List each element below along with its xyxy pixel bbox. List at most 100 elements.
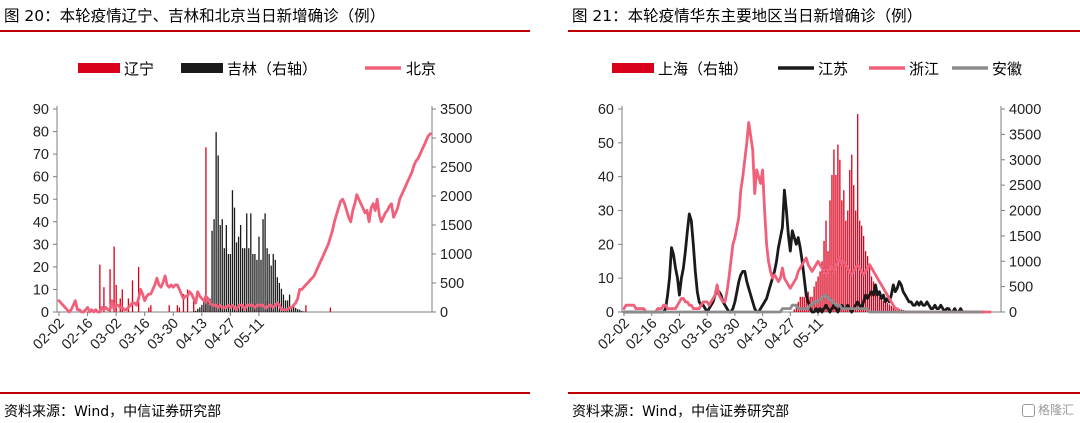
x-tick-label: 04-27 [762, 316, 800, 354]
y-right-tick-label: 0 [1009, 305, 1017, 321]
x-tick-label: 03-02 [651, 316, 689, 354]
figure-20-panel: 图 20：本轮疫情辽宁、吉林和北京当日新增确诊（例） 辽宁 吉林（右轴） 北京 90 8… [0, 0, 530, 423]
legend-label: 吉林（右轴） [227, 60, 317, 78]
bar [229, 254, 232, 312]
bar [266, 248, 268, 312]
bar [205, 147, 207, 312]
y-left-tick-label: 30 [33, 237, 49, 253]
bar [211, 230, 213, 312]
bar [276, 277, 278, 312]
bar [839, 159, 841, 312]
legend-label: 北京 [406, 60, 436, 78]
bar [150, 305, 152, 312]
top-rule [0, 30, 530, 32]
bar [872, 281, 875, 312]
bar [256, 259, 258, 312]
y-right-tick-label: 1000 [1009, 254, 1041, 270]
y-left-tick-label: 50 [33, 192, 49, 208]
legend-label: 安徽 [992, 60, 1022, 78]
bar [823, 240, 825, 312]
y-left-tick-label: 40 [33, 215, 49, 231]
bar [205, 304, 207, 312]
bar [876, 291, 879, 312]
bar [857, 114, 859, 312]
bar [853, 185, 855, 312]
bar [270, 265, 272, 312]
bar [278, 283, 281, 312]
bar [849, 169, 851, 312]
bar [847, 210, 849, 312]
bar [121, 289, 123, 312]
y-left-tick-label: 0 [606, 305, 614, 321]
x-tick-label: 02-16 [623, 316, 661, 354]
bar [835, 174, 837, 312]
chart-figure-21: 上海（右轴） 江苏 浙江 安徽 60 50 40 30 20 10 0 4000 3500 3000 250… [595, 60, 1041, 354]
series-line [57, 132, 432, 314]
bar [841, 200, 843, 312]
bar [303, 311, 305, 312]
bar [109, 269, 111, 312]
bar [843, 190, 845, 312]
bar [821, 261, 823, 312]
bar [182, 293, 185, 312]
bar [288, 294, 291, 312]
bar [268, 254, 270, 312]
x-tick-label: 02-16 [59, 316, 97, 354]
y-left-tick-label: 0 [41, 305, 49, 321]
x-tick-label: 05-11 [790, 316, 827, 353]
bar [817, 276, 819, 312]
x-tick-label: 03-16 [678, 316, 716, 354]
bar [99, 264, 101, 312]
x-tick-label: 03-30 [145, 316, 183, 354]
y-left-tick-label: 10 [33, 282, 49, 298]
bar [801, 296, 803, 312]
y-right-tick-label: 1000 [440, 247, 472, 263]
bar [201, 304, 203, 312]
bar [119, 298, 121, 312]
bar [199, 307, 201, 312]
bar [892, 306, 894, 312]
bar [827, 251, 829, 312]
bar [235, 242, 238, 312]
bar [884, 301, 887, 312]
bar [195, 310, 197, 312]
bar [301, 310, 303, 312]
bottom-rule [0, 392, 530, 394]
bar [193, 311, 195, 312]
y-right-tick-label: 3000 [440, 131, 472, 147]
bar [262, 219, 264, 312]
bar [203, 301, 205, 312]
bar [864, 251, 867, 312]
bar [127, 298, 130, 312]
y-left-tick-label: 20 [33, 260, 49, 276]
source-note: 资料来源：Wind，中信证券研究部 [4, 404, 222, 420]
bar [244, 248, 246, 312]
bar [193, 300, 195, 312]
bar [888, 304, 891, 312]
bar [237, 236, 240, 312]
y-left-tick-label: 20 [598, 237, 614, 253]
y-right-tick-label: 1500 [440, 218, 472, 234]
bottom-rule [568, 392, 1080, 394]
y-right-tick-label: 3500 [440, 102, 472, 118]
bar [803, 296, 805, 312]
bar [284, 300, 287, 312]
watermark: 格隆汇 [1021, 401, 1074, 418]
bar [878, 296, 881, 312]
y-left-tick-label: 50 [598, 136, 614, 152]
bar [113, 246, 115, 312]
y-left-tick-label: 70 [33, 147, 49, 163]
bar [248, 248, 250, 312]
y-left-tick-label: 10 [598, 271, 614, 287]
x-tick-label: 02-02 [595, 316, 633, 354]
bar [260, 259, 262, 312]
series-line [622, 293, 982, 314]
bar [793, 309, 795, 312]
x-tick-label: 04-13 [173, 316, 211, 354]
bar [805, 299, 807, 312]
bar [305, 305, 307, 312]
y-right-tick-label: 3000 [1009, 153, 1041, 169]
bar [246, 213, 248, 312]
bar [209, 298, 211, 312]
legend-swatch [78, 63, 120, 73]
